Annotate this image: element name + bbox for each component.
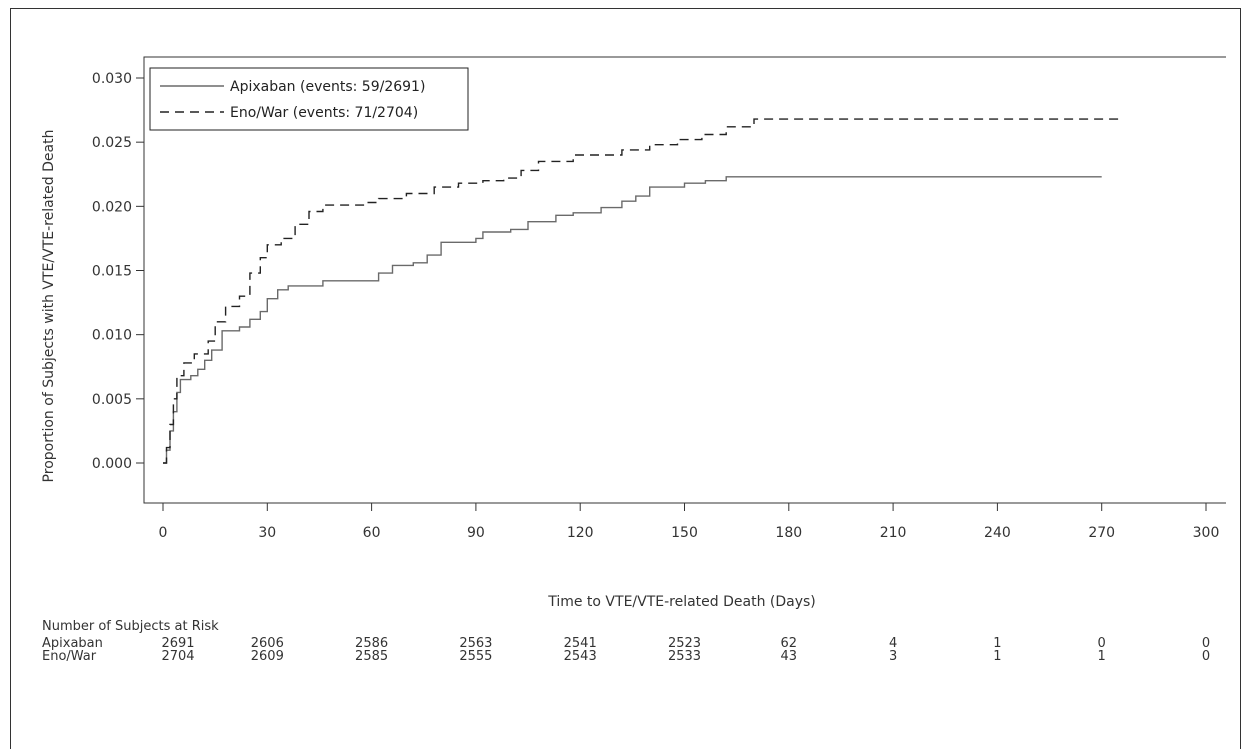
x-tick-label: 0 (159, 525, 168, 541)
y-tick-label: 0.005 (92, 392, 132, 408)
risk-table-title: Number of Subjects at Risk (42, 619, 219, 634)
risk-cell: 2523 (668, 636, 701, 651)
risk-cell: 1 (1098, 649, 1106, 664)
risk-cell: 1 (993, 636, 1001, 651)
risk-cell: 2586 (355, 636, 388, 651)
risk-cell: 2606 (251, 636, 284, 651)
risk-cell: 4 (889, 636, 897, 651)
legend: Apixaban (events: 59/2691) Eno/War (even… (149, 67, 469, 131)
legend-label-eno-war: Eno/War (events: 71/2704) (230, 105, 418, 121)
risk-cell: 1 (993, 649, 1001, 664)
risk-cell: 43 (781, 649, 798, 664)
legend-box (149, 67, 469, 131)
risk-cell: 3 (889, 649, 897, 664)
risk-cell: 2541 (564, 636, 597, 651)
x-tick-label: 300 (1193, 525, 1220, 541)
risk-cell: 2609 (251, 649, 284, 664)
series-layer (163, 118, 1120, 464)
risk-cell: 2691 (161, 636, 194, 651)
x-tick-label: 120 (567, 525, 594, 541)
legend-label-apixaban: Apixaban (events: 59/2691) (230, 79, 425, 95)
y-tick-label: 0.030 (92, 71, 132, 87)
y-axis: 0.000 0.005 0.010 0.015 0.020 0.025 0.030 (92, 71, 144, 472)
risk-cell: 2543 (564, 649, 597, 664)
series-eno-war-line (163, 118, 1120, 464)
x-axis: 0 30 60 90 120 150 180 210 240 270 300 (159, 503, 1220, 541)
risk-table: Number of Subjects at Risk Apixaban 2691 2… (42, 619, 1210, 664)
x-tick-label: 60 (363, 525, 381, 541)
series-apixaban-line (163, 176, 1102, 464)
x-axis-title: Time to VTE/VTE-related Death (Days) (547, 594, 816, 610)
y-tick-label: 0.000 (92, 456, 132, 472)
risk-cell: 2585 (355, 649, 388, 664)
x-tick-label: 270 (1088, 525, 1115, 541)
risk-cell: 2555 (459, 649, 492, 664)
risk-cell: 2533 (668, 649, 701, 664)
x-tick-label: 210 (880, 525, 907, 541)
risk-row-label: Eno/War (42, 649, 97, 664)
y-tick-label: 0.020 (92, 199, 132, 215)
risk-cell: 0 (1098, 636, 1106, 651)
x-tick-label: 180 (775, 525, 802, 541)
x-tick-label: 90 (467, 525, 485, 541)
y-tick-label: 0.015 (92, 264, 132, 280)
risk-row-label: Apixaban (42, 636, 103, 651)
x-tick-label: 240 (984, 525, 1011, 541)
risk-cell: 0 (1202, 649, 1210, 664)
risk-cell: 62 (781, 636, 798, 651)
y-tick-label: 0.010 (92, 328, 132, 344)
x-tick-label: 30 (258, 525, 276, 541)
risk-cell: 2704 (161, 649, 194, 664)
risk-cell: 2563 (459, 636, 492, 651)
risk-cell: 0 (1202, 636, 1210, 651)
y-tick-label: 0.025 (92, 135, 132, 151)
y-axis-title: Proportion of Subjects with VTE/VTE-rela… (41, 130, 57, 483)
x-tick-label: 150 (671, 525, 698, 541)
